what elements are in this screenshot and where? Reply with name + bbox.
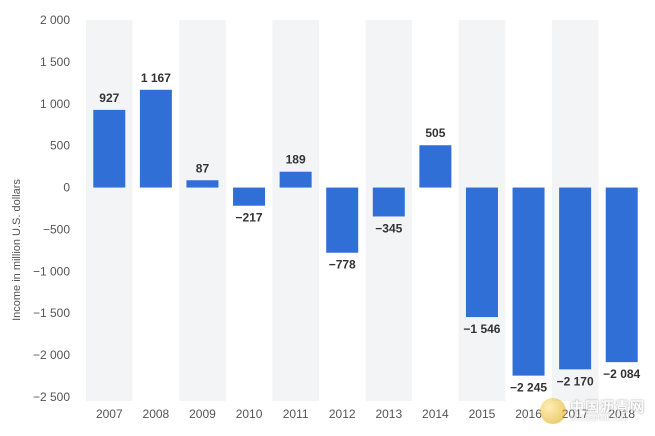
x-tick-label: 2010 [236, 407, 263, 421]
data-label: 505 [425, 126, 445, 140]
x-tick-label: 2011 [283, 407, 309, 421]
y-tick-label: −1 500 [33, 306, 70, 320]
y-tick-label: −1 000 [33, 264, 70, 278]
data-label: −778 [329, 258, 356, 272]
x-tick-label: 2014 [422, 407, 449, 421]
y-tick-label: −2 000 [33, 348, 70, 362]
x-tick-label: 2013 [375, 407, 402, 421]
data-label: 189 [286, 153, 306, 167]
x-tick-label: 2007 [96, 407, 123, 421]
x-tick-label: 2017 [562, 407, 589, 421]
bar-series [93, 89, 638, 376]
bar [326, 187, 359, 253]
data-label: −2 084 [603, 367, 640, 381]
grid-band [272, 20, 319, 401]
data-label: −345 [375, 221, 402, 235]
bar [139, 89, 172, 188]
bar [93, 109, 126, 188]
bar [279, 171, 312, 188]
y-axis: 2 000 1 500 1 000 500 0 −500 −1 000 −1 500 −2 00… [33, 13, 70, 404]
data-label: −2 245 [510, 381, 547, 395]
x-tick-label: 2009 [189, 407, 216, 421]
y-tick-label: 1 500 [40, 55, 70, 69]
x-tick-label: 2008 [143, 407, 170, 421]
bar [186, 180, 219, 188]
x-tick-label: 2012 [329, 407, 356, 421]
data-label: 927 [99, 91, 119, 105]
x-tick-label: 2018 [608, 407, 635, 421]
data-label: −1 546 [463, 322, 500, 336]
data-label: 87 [196, 161, 210, 175]
x-axis: 2007 2008 2009 2010 2011 2012 2013 2014 2015 2016… [96, 407, 635, 421]
data-labels: 927 1 167 87 −217 189 −778 −345 505 −1 546 −2 245… [99, 71, 640, 395]
y-tick-label: −500 [43, 222, 70, 236]
y-tick-label: 1 000 [40, 97, 70, 111]
bar [372, 187, 405, 217]
y-tick-label: 2 000 [40, 13, 70, 27]
x-tick-label: 2015 [469, 407, 496, 421]
grid-band [86, 20, 133, 401]
y-axis-label: Income in million U.S. dollars [11, 179, 23, 321]
y-tick-label: 500 [50, 139, 70, 153]
y-tick-label: 0 [63, 181, 70, 195]
data-label: −2 170 [557, 374, 594, 388]
bar [512, 187, 545, 376]
y-tick-label: −2 500 [33, 390, 70, 404]
data-label: 1 167 [141, 71, 171, 85]
bar [559, 187, 592, 370]
grid-band [179, 20, 226, 401]
data-label: −217 [236, 211, 263, 225]
bar [419, 145, 452, 188]
x-tick-label: 2016 [515, 407, 542, 421]
bar [465, 187, 498, 318]
bar [605, 187, 638, 363]
bar [233, 187, 266, 206]
